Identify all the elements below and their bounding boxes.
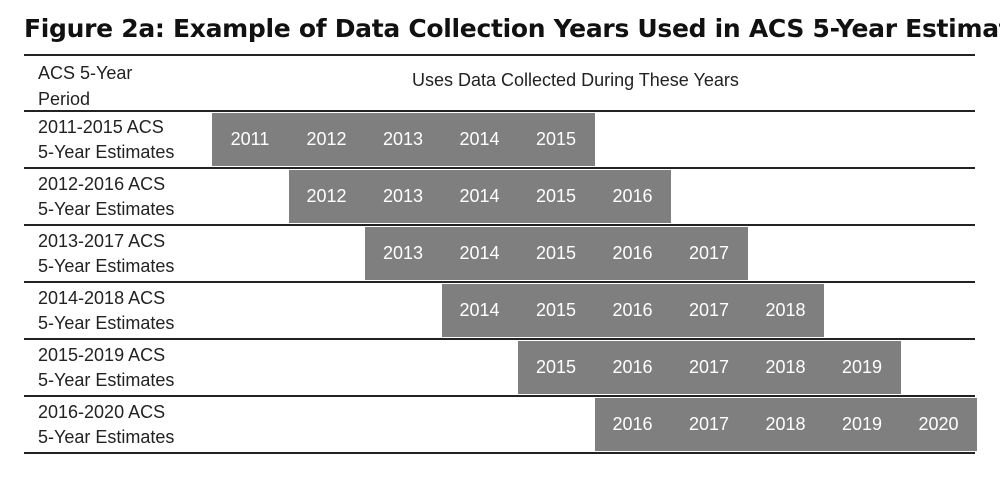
year-cell: 2012: [306, 186, 347, 206]
top-rule: [24, 54, 975, 56]
row-label-line1: 2013-2017 ACS: [38, 231, 166, 251]
row-rule: [24, 452, 975, 454]
year-span-bar: [594, 398, 977, 451]
row-label: 2015-2019 ACS 5-Year Estimates: [38, 343, 174, 393]
year-cell: 2016: [612, 186, 653, 206]
row-label-line2: 5-Year Estimates: [38, 199, 175, 219]
row-label-line1: 2015-2019 ACS: [38, 345, 166, 365]
header-period-line2: Period: [38, 89, 91, 109]
row-label-line1: 2011-2015 ACS: [38, 117, 164, 137]
year-cell: 2015: [535, 357, 577, 377]
header-period: ACS 5-Year Period: [38, 60, 132, 112]
row-label-line1: 2014-2018 ACS: [38, 288, 166, 308]
year-cell: 2016: [612, 300, 653, 320]
year-span-bar: [365, 227, 748, 280]
row-rule: [24, 281, 975, 283]
header-uses: Uses Data Collected During These Years: [412, 70, 739, 90]
table-row: 2014-2018 ACS 5-Year Estimates 2014 2015 201…: [24, 282, 975, 340]
year-cell: 2016: [612, 243, 653, 263]
year-cell: 2015: [535, 186, 577, 206]
row-rule: [24, 167, 975, 169]
year-cell: 2014: [459, 129, 500, 149]
header-rule: [24, 110, 975, 112]
row-label-line2: 5-Year Estimates: [38, 142, 175, 162]
year-cell: 2014: [459, 300, 500, 320]
header-period-line1: ACS 5-Year: [38, 63, 133, 83]
table-row: 2011-2015 ACS 5-Year Estimates 2011 2012 201…: [24, 111, 975, 169]
year-cell: 2015: [535, 129, 577, 149]
year-span-bar: [441, 284, 824, 337]
figure-title: Figure 2a: Example of Data Collection Ye…: [24, 14, 1000, 43]
year-cell: 2011: [230, 129, 270, 149]
row-label: 2013-2017 ACS 5-Year Estimates: [38, 229, 174, 279]
row-label: 2014-2018 ACS 5-Year Estimates: [38, 286, 174, 336]
row-label-line2: 5-Year Estimates: [38, 313, 175, 333]
year-cell: 2018: [765, 300, 806, 320]
year-cell: 2015: [535, 243, 577, 263]
year-cell: 2017: [688, 300, 730, 320]
year-cell: 2013: [382, 186, 424, 206]
row-rule: [24, 224, 975, 226]
year-span-bar: [518, 341, 901, 394]
table-row: 2013-2017 ACS 5-Year Estimates 2013 2014 201…: [24, 225, 975, 283]
year-cell: 2016: [612, 414, 653, 434]
year-cell: 2014: [459, 243, 500, 263]
year-cell: 2019: [841, 414, 883, 434]
row-label: 2016-2020 ACS 5-Year Estimates: [38, 400, 174, 450]
year-cell: 2017: [688, 414, 730, 434]
row-label-line2: 5-Year Estimates: [38, 370, 175, 390]
row-label: 2011-2015 ACS 5-Year Estimates: [38, 115, 174, 165]
row-label-line2: 5-Year Estimates: [38, 256, 175, 276]
year-cell: 2018: [765, 414, 806, 434]
row-label-line1: 2016-2020 ACS: [38, 402, 166, 422]
year-cell: 2015: [535, 300, 577, 320]
year-cell: 2017: [688, 357, 730, 377]
table-row: 2016-2020 ACS 5-Year Estimates 2016 2017 201…: [24, 396, 977, 454]
row-label-line2: 5-Year Estimates: [38, 427, 175, 447]
year-cell: 2018: [765, 357, 806, 377]
year-cell: 2014: [459, 186, 500, 206]
year-span-bar: [288, 170, 671, 223]
year-cell: 2013: [382, 129, 424, 149]
row-rule: [24, 338, 975, 340]
year-cell: 2016: [612, 357, 653, 377]
year-cell: 2013: [382, 243, 424, 263]
table-row: 2012-2016 ACS 5-Year Estimates 2012 2013 201…: [24, 168, 975, 226]
year-cell: 2012: [306, 129, 347, 149]
row-rule: [24, 395, 975, 397]
year-cell: 2020: [918, 414, 959, 434]
year-cell: 2019: [841, 357, 883, 377]
table-row: 2015-2019 ACS 5-Year Estimates 2015 2016 201…: [24, 339, 975, 397]
year-span-bar: [212, 113, 595, 166]
year-cell: 2017: [688, 243, 730, 263]
row-label-line1: 2012-2016 ACS: [38, 174, 166, 194]
row-label: 2012-2016 ACS 5-Year Estimates: [38, 172, 174, 222]
